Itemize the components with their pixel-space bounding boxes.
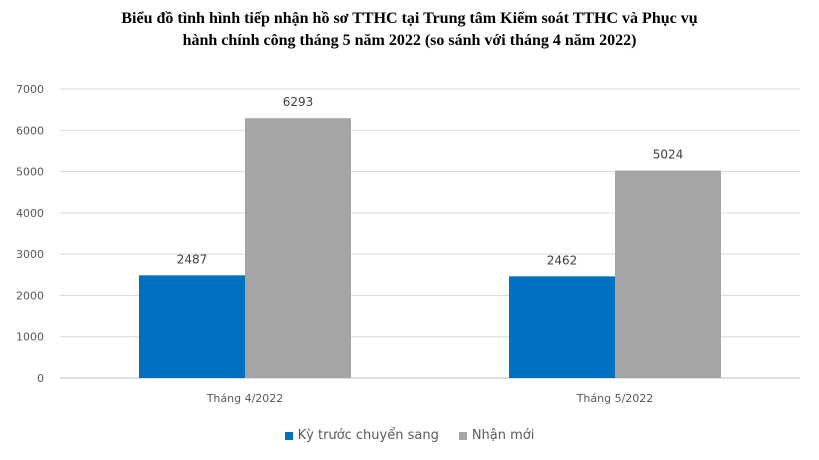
legend-label-1: Kỳ trước chuyển sang [297, 428, 439, 443]
y-tick-label-7000: 7000 [16, 83, 44, 96]
data-labels: 2487 6293 2462 5024 [177, 95, 684, 267]
data-label-2-2: 5024 [653, 148, 684, 162]
legend-item-1: Kỳ trước chuyển sang [284, 428, 439, 443]
bar-2-1 [509, 276, 615, 378]
y-tick-label-0: 0 [37, 372, 44, 385]
bar-2-2 [615, 170, 721, 378]
legend-item-2: Nhận mới [458, 428, 535, 443]
data-label-1-1: 2487 [177, 252, 208, 266]
bars [139, 118, 721, 379]
y-tick-label-3000: 3000 [16, 248, 44, 261]
category-label-2: Tháng 5/2022 [576, 392, 654, 405]
x-axis-categories: Tháng 4/2022 Tháng 5/2022 [206, 392, 654, 405]
y-tick-label-6000: 6000 [16, 124, 44, 137]
y-tick-label-4000: 4000 [16, 207, 44, 220]
legend-swatch-2 [458, 431, 467, 440]
data-label-1-2: 6293 [283, 95, 314, 109]
y-axis-ticks: 0 1000 2000 3000 4000 5000 6000 7000 [16, 83, 44, 385]
y-tick-label-2000: 2000 [16, 289, 44, 302]
chart-title: Biểu đồ tình hình tiếp nhận hồ sơ TTHC t… [0, 8, 819, 52]
legend-label-2: Nhận mới [471, 428, 535, 443]
bar-1-2 [245, 118, 351, 379]
legend-swatch-1 [284, 431, 293, 440]
y-tick-label-1000: 1000 [16, 331, 44, 344]
chart-title-line-1: Biểu đồ tình hình tiếp nhận hồ sơ TTHC t… [121, 10, 698, 27]
category-label-1: Tháng 4/2022 [206, 392, 284, 405]
legend: Kỳ trước chuyển sang Nhận mới [0, 428, 819, 444]
y-tick-label-5000: 5000 [16, 166, 44, 179]
data-label-2-1: 2462 [547, 253, 578, 267]
bar-1-1 [139, 275, 245, 378]
chart-title-line-2: hành chính công tháng 5 năm 2022 (so sán… [182, 32, 637, 49]
